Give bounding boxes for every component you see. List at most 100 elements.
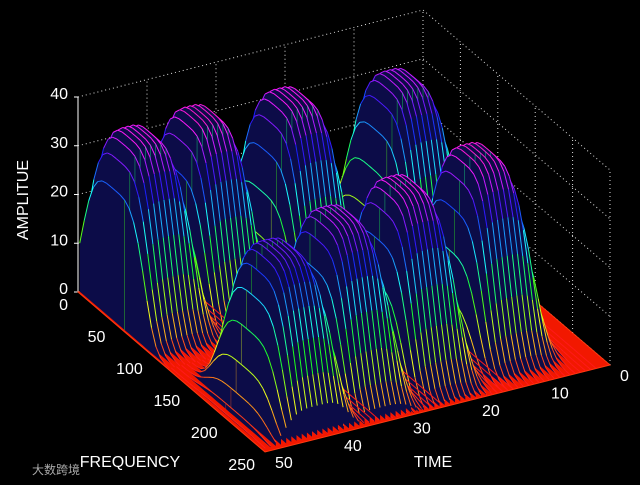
mesh-line: [220, 181, 226, 220]
mesh-line: [361, 404, 367, 409]
mesh-line: [161, 142, 167, 149]
mesh-line: [446, 285, 453, 325]
mesh-line: [204, 202, 211, 236]
mesh-line: [300, 138, 306, 166]
mesh-line: [130, 139, 136, 144]
mesh-line: [358, 417, 365, 424]
mesh-line: [484, 364, 490, 370]
mesh-line: [485, 151, 491, 157]
mesh-line: [484, 358, 491, 374]
mesh-line: [203, 114, 209, 120]
mesh-line: [240, 363, 246, 369]
mesh-line: [308, 305, 314, 338]
mesh-line: [189, 108, 195, 113]
mesh-line: [438, 220, 445, 237]
mesh-line: [222, 322, 229, 330]
mesh-line: [379, 207, 385, 213]
mesh-line: [294, 88, 300, 93]
mesh-line: [439, 387, 446, 402]
mesh-line: [471, 241, 478, 263]
mesh-line: [498, 171, 504, 190]
mesh-line: [382, 287, 388, 319]
mesh-line: [268, 100, 274, 105]
mesh-line: [484, 156, 490, 164]
mesh-line: [475, 314, 482, 338]
mesh-line: [477, 392, 483, 398]
mesh-line: [354, 217, 360, 225]
mesh-line: [238, 414, 245, 420]
mesh-line: [468, 190, 474, 200]
mesh-line: [226, 151, 232, 180]
x-tick-label: 10: [551, 386, 569, 403]
mesh-line: [260, 272, 266, 278]
mesh-line: [531, 299, 538, 333]
mesh-line: [169, 116, 175, 120]
mesh-line: [191, 152, 197, 162]
mesh-line: [489, 372, 495, 383]
mesh-line: [159, 153, 166, 172]
mesh-line: [404, 69, 410, 75]
mesh-line: [209, 235, 215, 273]
mesh-line: [406, 232, 413, 259]
mesh-line: [384, 70, 390, 74]
mesh-line: [420, 332, 426, 367]
mesh-line: [264, 276, 270, 283]
mesh-line: [248, 180, 254, 185]
mesh-line: [321, 119, 328, 137]
mesh-line: [457, 258, 464, 267]
mesh-line: [262, 240, 268, 244]
mesh-line: [380, 188, 386, 193]
mesh-line: [415, 144, 421, 180]
mesh-line: [222, 123, 228, 134]
mesh-line: [492, 382, 498, 388]
mesh-line: [487, 378, 493, 384]
mesh-line: [520, 331, 527, 358]
mesh-line: [151, 289, 158, 322]
mesh-line: [219, 221, 226, 263]
mesh-line: [266, 195, 272, 201]
mesh-slice: [171, 367, 266, 449]
mesh-line: [542, 320, 549, 336]
y-axis-title: FREQUENCY: [80, 454, 181, 471]
mesh-line: [362, 250, 368, 277]
mesh-line: [379, 73, 385, 77]
mesh-line: [156, 321, 162, 344]
mesh-line: [591, 364, 597, 369]
mesh-line: [395, 67, 401, 71]
mesh-line: [424, 192, 430, 199]
mesh-line: [182, 274, 189, 310]
mesh-line: [323, 316, 330, 345]
mesh-line: [426, 249, 433, 286]
mesh-line: [407, 208, 414, 227]
mesh-line: [565, 370, 571, 376]
mesh-line: [147, 130, 153, 135]
mesh-line: [307, 339, 314, 375]
mesh-line: [229, 406, 236, 412]
mesh-line: [312, 105, 318, 116]
mesh-line: [241, 182, 247, 219]
mesh-line: [107, 136, 113, 140]
mesh-line: [472, 363, 478, 377]
mesh-line: [283, 94, 289, 99]
mesh-line: [413, 194, 419, 206]
mesh-line: [208, 113, 214, 119]
mesh-line: [201, 359, 208, 364]
mesh-line: [301, 106, 308, 118]
mesh-line: [248, 403, 254, 409]
mesh-line: [173, 234, 179, 276]
mesh-line: [287, 98, 293, 103]
mesh-line: [465, 382, 471, 396]
mesh-line: [230, 387, 236, 393]
mesh-line: [471, 353, 477, 358]
mesh-line: [466, 276, 473, 294]
mesh-line: [267, 238, 273, 242]
mesh-line: [514, 374, 520, 383]
mesh-line: [150, 145, 156, 156]
mesh-line: [196, 365, 202, 370]
mesh-line: [411, 397, 417, 408]
mesh-line: [359, 222, 365, 229]
mesh-line: [353, 413, 360, 422]
mesh-line: [254, 335, 260, 341]
mesh-line: [336, 274, 342, 299]
mesh-line: [371, 275, 378, 311]
